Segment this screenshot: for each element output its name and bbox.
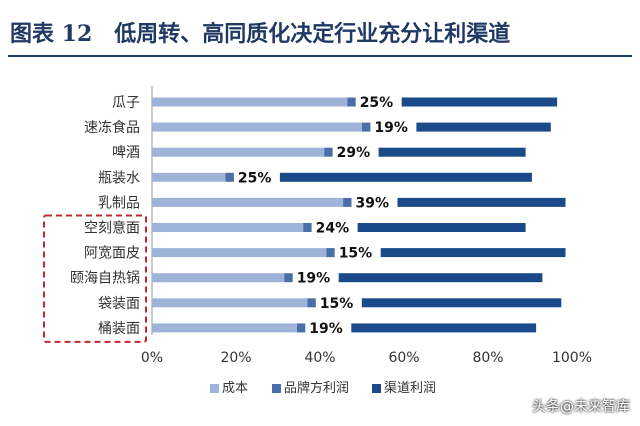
page-title: 图表 12 低周转、高同质化决定行业充分让利渠道 xyxy=(10,21,511,47)
bar-segment-channel-profit xyxy=(357,223,526,232)
bar-segment-cost xyxy=(152,147,325,157)
bar-segment-brand-profit xyxy=(296,323,306,333)
bar-segment-channel-profit xyxy=(401,97,558,107)
x-tick-label: 60% xyxy=(388,350,419,366)
legend-label: 品牌方利润 xyxy=(284,380,349,396)
bar-segment-channel-profit xyxy=(380,248,566,258)
data-label: 15% xyxy=(339,246,373,262)
category-label: 速冻食品 xyxy=(84,119,140,136)
legend-label: 成本 xyxy=(222,381,248,396)
data-label: 39% xyxy=(356,195,390,211)
bar-segment-cost xyxy=(152,122,362,132)
highlight-box xyxy=(43,214,147,343)
bar-segment-brand-profit xyxy=(307,298,316,308)
data-label: 25% xyxy=(360,95,394,111)
category-label: 瓜子 xyxy=(112,95,140,111)
watermark: 头条@未来智库 xyxy=(532,399,630,415)
category-label: 啤酒 xyxy=(112,145,140,161)
legend-label: 渠道利润 xyxy=(384,381,436,396)
bar-segment-brand-profit xyxy=(324,147,333,157)
bar-segment-cost xyxy=(152,172,226,182)
x-tick-label: 0% xyxy=(141,350,163,366)
bar-segment-channel-profit xyxy=(361,298,562,308)
data-label: 15% xyxy=(320,296,354,312)
category-label: 阿宽面皮 xyxy=(84,245,140,262)
bar-segment-brand-profit xyxy=(284,273,293,283)
legend-swatch xyxy=(372,384,381,393)
bar-segment-cost xyxy=(152,248,327,258)
data-label: 25% xyxy=(238,170,272,186)
data-label: 19% xyxy=(297,271,331,287)
legend-swatch xyxy=(210,384,219,393)
bar-segment-cost xyxy=(152,223,304,232)
data-label: 24% xyxy=(316,221,350,237)
bar-segment-channel-profit xyxy=(397,197,566,207)
x-tick-label: 80% xyxy=(472,350,503,366)
data-label: 19% xyxy=(374,120,408,136)
category-label: 乳制品 xyxy=(98,195,140,211)
category-label: 空刻意面 xyxy=(84,220,140,237)
bar-segment-cost xyxy=(152,97,348,107)
bar-segment-brand-profit xyxy=(347,97,356,107)
category-label: 瓶装水 xyxy=(98,170,140,186)
bar-segment-brand-profit xyxy=(362,122,371,132)
bar-segment-channel-profit xyxy=(351,323,537,333)
title-bar: 图表 12 低周转、高同质化决定行业充分让利渠道 xyxy=(0,0,640,58)
bar-segment-cost xyxy=(152,197,344,207)
bar-segment-cost xyxy=(152,273,285,283)
x-tick-label: 20% xyxy=(220,350,251,366)
bar-segment-brand-profit xyxy=(225,172,234,182)
category-label: 袋装面 xyxy=(98,296,140,312)
data-label: 29% xyxy=(337,145,371,161)
bar-segment-brand-profit xyxy=(303,223,312,232)
category-label: 颐海自热锅 xyxy=(70,271,140,287)
bar-segment-brand-profit xyxy=(326,248,335,258)
category-label: 桶装面 xyxy=(98,321,140,337)
bar-segment-channel-profit xyxy=(279,172,532,182)
bar-segment-channel-profit xyxy=(416,122,551,132)
bar-segment-cost xyxy=(152,323,297,333)
bar-segment-channel-profit xyxy=(378,147,526,157)
data-label: 19% xyxy=(309,321,343,337)
title-divider xyxy=(8,55,632,57)
bar-segment-channel-profit xyxy=(338,273,543,283)
x-tick-label: 40% xyxy=(304,350,335,366)
x-tick-label: 100% xyxy=(552,350,592,366)
bar-segment-cost xyxy=(152,298,308,308)
bar-segment-brand-profit xyxy=(343,197,352,207)
legend-swatch xyxy=(272,384,281,393)
